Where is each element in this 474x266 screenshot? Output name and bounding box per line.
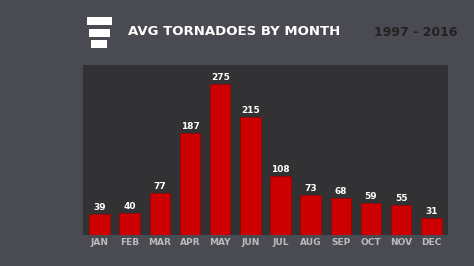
Bar — [391, 205, 411, 235]
Text: 39: 39 — [93, 203, 106, 212]
Text: 1997 - 2016: 1997 - 2016 — [374, 26, 457, 39]
Bar — [240, 117, 261, 235]
Bar — [89, 29, 110, 36]
Text: 77: 77 — [154, 182, 166, 191]
Text: 73: 73 — [304, 184, 317, 193]
Bar — [330, 198, 351, 235]
Text: 108: 108 — [271, 165, 290, 174]
Text: 55: 55 — [395, 194, 408, 203]
Bar — [89, 214, 110, 235]
Text: 68: 68 — [335, 187, 347, 196]
Bar — [301, 195, 321, 235]
Bar — [180, 133, 201, 235]
Bar — [150, 193, 170, 235]
Text: 215: 215 — [241, 106, 260, 115]
Text: 187: 187 — [181, 122, 200, 131]
Bar — [87, 17, 112, 25]
Text: 31: 31 — [425, 207, 438, 216]
Bar — [119, 213, 140, 235]
Bar — [91, 40, 108, 48]
Text: AVG TORNADOES BY MONTH: AVG TORNADOES BY MONTH — [128, 25, 340, 38]
Text: 40: 40 — [123, 202, 136, 211]
Bar — [421, 218, 442, 235]
Text: 275: 275 — [211, 73, 229, 82]
Bar — [210, 84, 230, 235]
Bar — [270, 176, 291, 235]
Bar — [361, 203, 381, 235]
Text: 59: 59 — [365, 192, 377, 201]
